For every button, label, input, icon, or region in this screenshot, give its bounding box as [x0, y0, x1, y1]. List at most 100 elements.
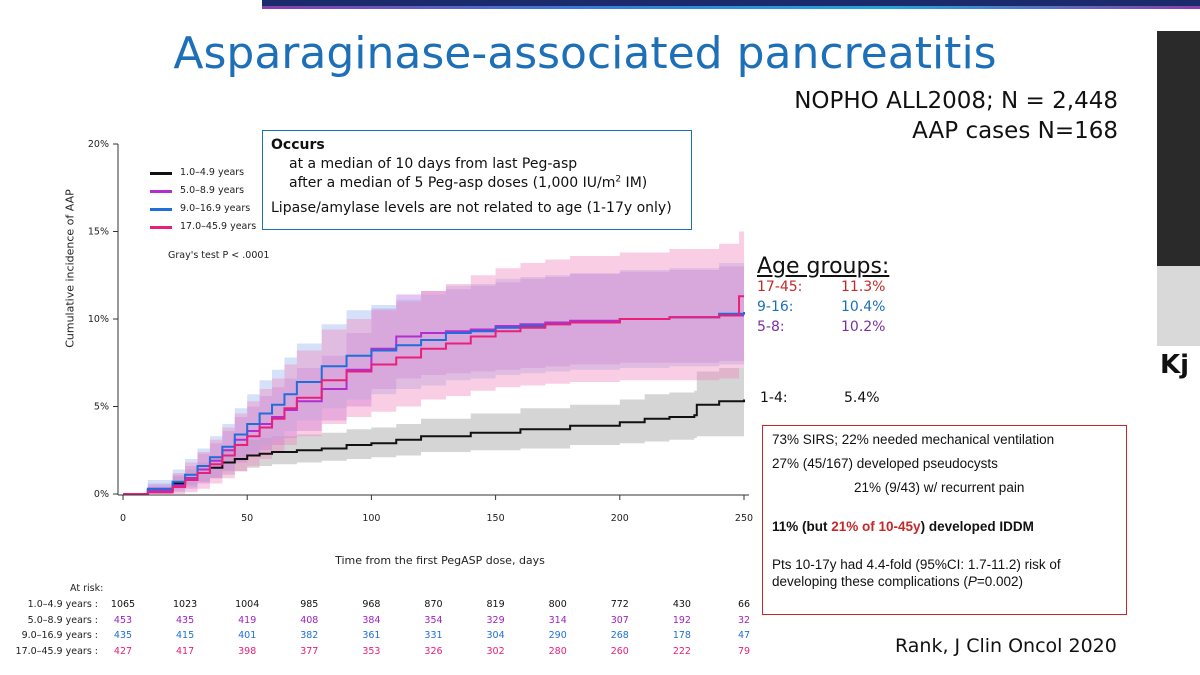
at-risk-row-label: 5.0–8.9 years :	[27, 614, 98, 626]
x-tick-label: 100	[362, 513, 380, 524]
chart-axes: 0 50 100 150 200 250 0% 5% 10% 15% 20%	[88, 139, 753, 524]
age-group-1-4-label: 1-4:	[760, 390, 788, 406]
legend-label: 5.0–8.9 years	[180, 185, 245, 196]
at-risk-cell: 66	[737, 599, 751, 610]
speaker-name: Kj	[1160, 350, 1190, 380]
at-risk-cell: 361	[362, 630, 381, 641]
risk-line-2: developing these complications (P=0.002)	[772, 574, 1024, 589]
grays-test-annotation: Gray's test P < .0001	[168, 250, 270, 261]
age-group-value: 11.3%	[841, 279, 886, 295]
at-risk-cell: 331	[424, 630, 443, 641]
series-lines	[123, 295, 745, 495]
y-tick-label: 10%	[88, 314, 109, 325]
at-risk-cell: 32	[737, 614, 751, 626]
age-group-value: 10.4%	[841, 299, 886, 315]
at-risk-cell: 268	[610, 630, 629, 641]
age-group-row: 9-16: 10.4%	[757, 299, 889, 319]
at-risk-cell: 326	[424, 645, 443, 657]
legend-label: 17.0–45.9 years	[180, 221, 257, 232]
slide-header-banner	[262, 0, 1200, 9]
at-risk-cell: 985	[300, 599, 319, 610]
case-count: AAP cases N=168	[912, 118, 1118, 144]
at-risk-cell: 384	[362, 614, 381, 626]
pseudocyst-line: 27% (45/167) developed pseudocysts	[772, 456, 998, 471]
age-group-row: 5-8: 10.2%	[757, 319, 889, 339]
confidence-bands	[123, 231, 744, 494]
at-risk-cell: 329	[486, 614, 505, 626]
at-risk-cell: 354	[424, 614, 443, 626]
age-group-1-4-value: 5.4%	[844, 390, 880, 406]
y-tick-label: 15%	[88, 227, 109, 238]
at-risk-cell: 290	[548, 630, 567, 641]
at-risk-row-label: 17.0–45.9 years :	[15, 645, 98, 657]
at-risk-cell: 419	[238, 614, 257, 626]
y-tick-label: 0%	[94, 489, 109, 500]
at-risk-cell: 427	[113, 645, 133, 657]
risk-line-1: Pts 10-17y had 4.4-fold (95%CI: 1.7-11.2…	[772, 557, 1061, 572]
occurs-line-3: Lipase/amylase levels are not related to…	[271, 200, 672, 216]
legend-label: 1.0–4.9 years	[180, 167, 245, 178]
x-tick-label: 0	[120, 513, 126, 524]
occurs-line-1: at a median of 10 days from last Peg-asp	[289, 156, 578, 172]
age-groups-heading: Age groups:	[757, 254, 890, 279]
at-risk-cell: 819	[486, 599, 505, 610]
at-risk-cell: 435	[113, 630, 133, 641]
age-group-label: 5-8:	[757, 319, 785, 335]
citation: Rank, J Clin Oncol 2020	[895, 635, 1117, 657]
at-risk-cell: 302	[486, 645, 505, 657]
occurs-box: Occurs at a median of 10 days from last …	[262, 130, 692, 230]
series-1-confidence-band	[123, 362, 744, 494]
at-risk-row-label: 1.0–4.9 years :	[27, 599, 98, 610]
at-risk-cell: 1065	[110, 599, 136, 610]
at-risk-cell: 47	[737, 630, 751, 641]
y-axis-label: Cumulative incidence of AAP	[63, 189, 77, 348]
at-risk-cell: 968	[362, 599, 381, 610]
at-risk-cell: 800	[548, 599, 567, 610]
age-group-value: 10.2%	[841, 319, 886, 335]
legend-swatch	[150, 190, 172, 193]
at-risk-cell: 772	[610, 599, 629, 610]
age-groups-list: 17-45: 11.3% 9-16: 10.4% 5-8: 10.2%	[757, 279, 889, 339]
x-axis-label: Time from the first PegASP dose, days	[335, 554, 545, 567]
age-group-label: 17-45:	[757, 279, 803, 295]
x-tick-label: 250	[735, 513, 753, 524]
age-group-row: 17-45: 11.3%	[757, 279, 889, 299]
at-risk-cell: 307	[610, 614, 629, 626]
series-4-confidence-band	[123, 231, 744, 494]
at-risk-cell: 353	[362, 645, 381, 657]
at-risk-header: At risk:	[70, 583, 104, 594]
recurrent-pain-line: 21% (9/43) w/ recurrent pain	[854, 480, 1025, 495]
at-risk-row-label: 9.0–16.9 years :	[21, 630, 98, 641]
x-tick-label: 150	[487, 513, 505, 524]
legend-swatch	[150, 208, 172, 211]
y-tick-label: 20%	[88, 139, 109, 150]
at-risk-cell: 1004	[235, 599, 260, 610]
occurs-line-2: after a median of 5 Peg-asp doses (1,000…	[289, 174, 648, 191]
speaker-video-lower	[1157, 266, 1200, 346]
age-group-1-4: 1-4: 5.4%	[760, 390, 900, 406]
at-risk-cell: 222	[672, 645, 691, 657]
at-risk-cell: 453	[113, 614, 133, 626]
at-risk-cell: 304	[486, 630, 505, 641]
at-risk-cell: 382	[300, 630, 319, 641]
x-tick-label: 200	[611, 513, 629, 524]
series-3-confidence-band	[123, 261, 744, 494]
at-risk-cell: 398	[238, 645, 257, 657]
study-name: NOPHO ALL2008; N = 2,448	[794, 88, 1118, 114]
at-risk-cell: 1023	[173, 599, 198, 610]
legend-label: 9.0–16.9 years	[180, 203, 251, 214]
legend-swatch	[150, 226, 172, 229]
at-risk-cell: 870	[424, 599, 443, 610]
legend-swatch	[150, 172, 172, 175]
at-risk-cell: 260	[610, 645, 629, 657]
sirs-line: 73% SIRS; 22% needed mechanical ventilat…	[772, 432, 1055, 447]
at-risk-cell: 178	[672, 630, 691, 641]
series-2-line	[123, 314, 744, 495]
iddm-line: 11% (but 21% of 10-45y) developed IDDM	[772, 519, 1034, 534]
x-tick-label: 50	[241, 513, 253, 524]
speaker-video	[1157, 31, 1200, 266]
at-risk-cell: 415	[176, 630, 195, 641]
y-tick-label: 5%	[94, 402, 109, 413]
at-risk-cell: 280	[548, 645, 567, 657]
